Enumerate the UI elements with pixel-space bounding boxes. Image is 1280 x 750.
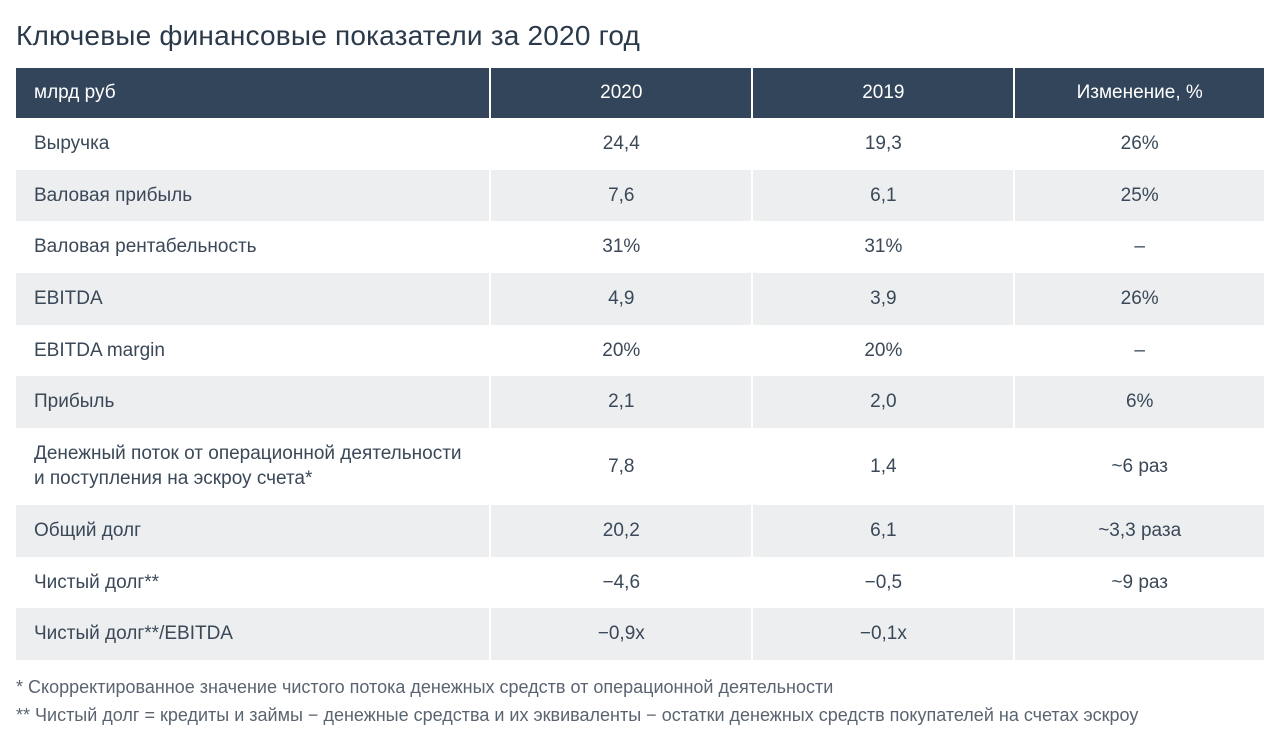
footnotes: * Скорректированное значение чистого пот…	[16, 674, 1264, 728]
table-row: Общий долг 20,2 6,1 ~3,3 раза	[16, 505, 1264, 557]
value-2020-cell: 24,4	[490, 118, 752, 170]
value-2019-cell: 2,0	[752, 376, 1014, 428]
change-cell: –	[1014, 325, 1264, 377]
value-2019-cell: 3,9	[752, 273, 1014, 325]
change-cell: ~3,3 раза	[1014, 505, 1264, 557]
value-2020-cell: 31%	[490, 221, 752, 273]
value-2019-cell: −0,1x	[752, 608, 1014, 660]
value-2020-cell: −0,9x	[490, 608, 752, 660]
col-header-2020: 2020	[490, 68, 752, 118]
change-cell: ~6 раз	[1014, 428, 1264, 505]
change-cell: 6%	[1014, 376, 1264, 428]
metric-cell: Валовая рентабельность	[16, 221, 490, 273]
table-row: Валовая прибыль 7,6 6,1 25%	[16, 170, 1264, 222]
value-2020-cell: −4,6	[490, 557, 752, 609]
value-2019-cell: −0,5	[752, 557, 1014, 609]
table-header-row: млрд руб 2020 2019 Изменение, %	[16, 68, 1264, 118]
metric-cell: Денежный поток от операционной деятельно…	[16, 428, 490, 505]
metric-cell: Чистый долг**/EBITDA	[16, 608, 490, 660]
value-2020-cell: 20,2	[490, 505, 752, 557]
value-2019-cell: 20%	[752, 325, 1014, 377]
value-2019-cell: 19,3	[752, 118, 1014, 170]
table-row: EBITDA margin 20% 20% –	[16, 325, 1264, 377]
metric-cell: Чистый долг**	[16, 557, 490, 609]
table-row: Чистый долг**/EBITDA −0,9x −0,1x	[16, 608, 1264, 660]
financial-table: млрд руб 2020 2019 Изменение, % Выручка …	[16, 68, 1264, 660]
value-2020-cell: 2,1	[490, 376, 752, 428]
value-2019-cell: 1,4	[752, 428, 1014, 505]
table-row: Валовая рентабельность 31% 31% –	[16, 221, 1264, 273]
value-2020-cell: 20%	[490, 325, 752, 377]
value-2019-cell: 31%	[752, 221, 1014, 273]
col-header-metric: млрд руб	[16, 68, 490, 118]
metric-cell: Прибыль	[16, 376, 490, 428]
change-cell: –	[1014, 221, 1264, 273]
metric-cell: Валовая прибыль	[16, 170, 490, 222]
footnote-1: * Скорректированное значение чистого пот…	[16, 674, 1264, 700]
table-row: Чистый долг** −4,6 −0,5 ~9 раз	[16, 557, 1264, 609]
value-2019-cell: 6,1	[752, 170, 1014, 222]
table-row: Денежный поток от операционной деятельно…	[16, 428, 1264, 505]
change-cell: ~9 раз	[1014, 557, 1264, 609]
metric-cell: EBITDA margin	[16, 325, 490, 377]
change-cell: 26%	[1014, 273, 1264, 325]
value-2020-cell: 7,6	[490, 170, 752, 222]
table-row: Выручка 24,4 19,3 26%	[16, 118, 1264, 170]
footnote-2: ** Чистый долг = кредиты и займы − денеж…	[16, 702, 1264, 728]
metric-cell: EBITDA	[16, 273, 490, 325]
change-cell: 25%	[1014, 170, 1264, 222]
value-2020-cell: 7,8	[490, 428, 752, 505]
value-2019-cell: 6,1	[752, 505, 1014, 557]
table-row: EBITDA 4,9 3,9 26%	[16, 273, 1264, 325]
col-header-change: Изменение, %	[1014, 68, 1264, 118]
value-2020-cell: 4,9	[490, 273, 752, 325]
col-header-2019: 2019	[752, 68, 1014, 118]
table-row: Прибыль 2,1 2,0 6%	[16, 376, 1264, 428]
change-cell	[1014, 608, 1264, 660]
metric-cell: Выручка	[16, 118, 490, 170]
change-cell: 26%	[1014, 118, 1264, 170]
metric-cell: Общий долг	[16, 505, 490, 557]
page-title: Ключевые финансовые показатели за 2020 г…	[16, 20, 1264, 52]
